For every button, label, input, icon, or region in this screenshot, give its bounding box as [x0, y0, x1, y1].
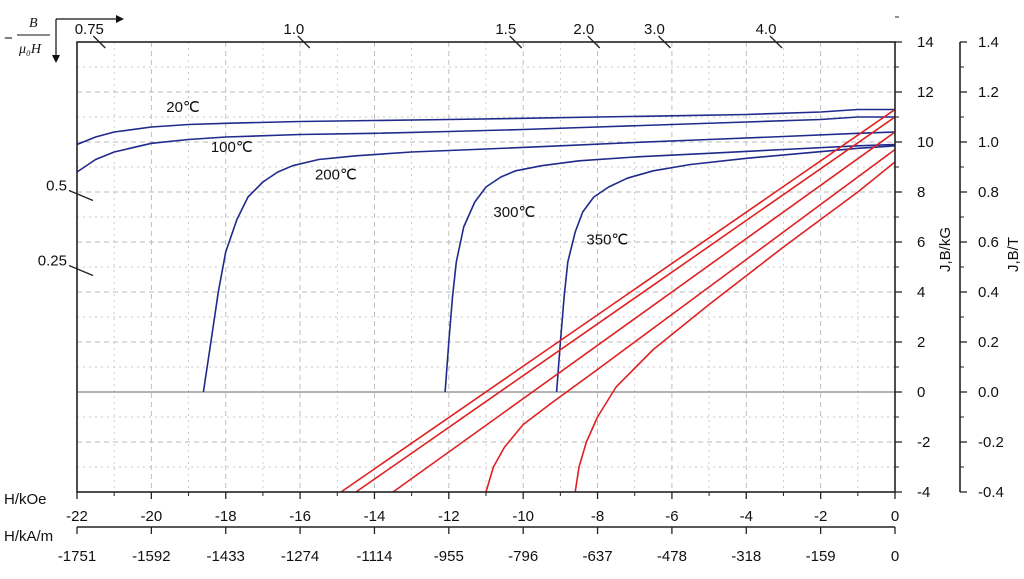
x2-tick-label: -478: [657, 548, 687, 565]
permeance-tick-label: 0.75: [75, 21, 104, 38]
x-tick-label: -10: [512, 508, 534, 525]
x-tick-label: -2: [814, 508, 827, 525]
temperature-label: 20℃: [166, 99, 200, 116]
x2-tick-label: -955: [434, 548, 464, 565]
x-tick-label: -6: [665, 508, 678, 525]
y2-tick-label: 1.2: [978, 84, 999, 101]
permeance-tick-label: 4.0: [756, 21, 777, 38]
x-tick-label: 0: [891, 508, 899, 525]
x-tick-label: -4: [740, 508, 753, 525]
permeance-tick-mark: [297, 35, 311, 49]
x-tick-label: -14: [364, 508, 386, 525]
x2-tick-label: -1751: [58, 548, 96, 565]
permeance-numerator: B: [29, 16, 38, 31]
x-tick-label: -16: [289, 508, 311, 525]
permeance-axis-title: − B μ₀H: [4, 15, 124, 63]
y-tick-label: -2: [917, 434, 930, 451]
y2-tick-label: 0.6: [978, 234, 999, 251]
permeance-minus: −: [4, 30, 13, 47]
y-tick-label: -4: [917, 484, 930, 501]
y-tick-label: 14: [917, 34, 934, 51]
y2-tick-label: 1.4: [978, 34, 999, 51]
x-tick-label: -20: [141, 508, 163, 525]
permeance-scale: 0.75 1.0 1.5 2.0 3.0 4.0 0.5 0.25: [38, 21, 783, 277]
y-tick-label: 6: [917, 234, 925, 251]
temperature-label: 200℃: [315, 167, 357, 184]
x2-tick-label: -318: [731, 548, 761, 565]
permeance-tick-label: 0.25: [38, 253, 67, 270]
y-axis-kg: -4 -2 0 2 4 6 8 10 12 14: [895, 16, 934, 501]
permeance-tick-mark: [587, 35, 601, 49]
j-curve-1: [76, 116, 895, 173]
y-tick-label: 2: [917, 334, 925, 351]
permeance-tick-label: 1.0: [283, 21, 304, 38]
x2-tick-label: -796: [508, 548, 538, 565]
x-axis-koe: -22 -20 -18 -16 -14 -12 -10 -8 -6 -4 -2 0: [66, 492, 899, 525]
x-axis-label-kam: H/kA/m: [4, 528, 53, 545]
x2-tick-label: 0: [891, 548, 899, 565]
y2-tick-label: -0.4: [978, 484, 1004, 501]
permeance-tick-mark: [658, 35, 671, 49]
j-curve-0: [76, 108, 895, 146]
series-group: [76, 108, 896, 493]
y-tick-label: 8: [917, 184, 925, 201]
x2-tick-label: -159: [806, 548, 836, 565]
permeance-tick-label: 3.0: [644, 21, 665, 38]
b-line-8: [485, 148, 896, 493]
x-tick-label: -8: [591, 508, 604, 525]
permeance-tick-label: 0.5: [46, 178, 67, 195]
x2-tick-label: -1114: [356, 548, 392, 565]
permeance-tick-label: 1.5: [495, 21, 516, 38]
x-tick-label: -22: [66, 508, 88, 525]
y2-tick-label: 0.2: [978, 334, 999, 351]
b-line-9: [574, 161, 896, 493]
b-line-7: [392, 131, 896, 493]
x2-tick-label: -1433: [207, 548, 245, 565]
permeance-tick-mark: [68, 189, 94, 202]
y2-tick-label: 0.0: [978, 384, 999, 401]
temperature-labels: 20℃ 100℃ 200℃ 300℃ 350℃: [166, 99, 628, 249]
temperature-label: 300℃: [493, 204, 535, 221]
y2-tick-label: 0.8: [978, 184, 999, 201]
y-tick-label: 0: [917, 384, 925, 401]
x2-tick-label: -637: [583, 548, 613, 565]
j-curve-3: [444, 143, 896, 393]
permeance-tick-mark: [68, 264, 94, 277]
permeance-tick-mark: [769, 35, 783, 49]
y-tick-label: 4: [917, 284, 925, 301]
y-tick-label: 12: [917, 84, 934, 101]
permeance-tick-label: 2.0: [573, 21, 594, 38]
x-axis-label-koe: H/kOe: [4, 491, 47, 508]
grid: [77, 42, 895, 492]
permeance-denominator: μ₀H: [18, 42, 42, 57]
j-curve-2: [202, 131, 896, 393]
permeance-down-arrow-icon: [52, 55, 60, 63]
y-axis-label-tesla: J,B/T: [1005, 237, 1022, 272]
x2-tick-label: -1274: [281, 548, 319, 565]
y2-tick-label: 1.0: [978, 134, 999, 151]
y2-tick-label: -0.2: [978, 434, 1004, 451]
x2-tick-label: -1592: [132, 548, 170, 565]
x-axis-kam: -1751 -1592 -1433 -1274 -1114 -955 -796 -637 -47…: [58, 526, 899, 565]
y2-tick-label: 0.4: [978, 284, 999, 301]
permeance-tick-mark: [509, 35, 523, 49]
j-curve-4: [555, 145, 896, 393]
temperature-label: 350℃: [586, 232, 628, 249]
x-tick-label: -18: [215, 508, 237, 525]
b-line-5: [340, 108, 896, 493]
b-line-6: [355, 116, 896, 493]
y-tick-label: 10: [917, 134, 934, 151]
y-axis-label-kg: J,B/kG: [937, 227, 954, 272]
temperature-label: 100℃: [211, 139, 253, 156]
permeance-tick-mark: [92, 35, 106, 49]
permeance-right-arrow-icon: [116, 15, 124, 23]
y-axis-tesla: -0.4 -0.2 0.0 0.2 0.4 0.6 0.8 1.0 1.2 1.4: [959, 34, 1004, 501]
x-tick-label: -12: [438, 508, 460, 525]
